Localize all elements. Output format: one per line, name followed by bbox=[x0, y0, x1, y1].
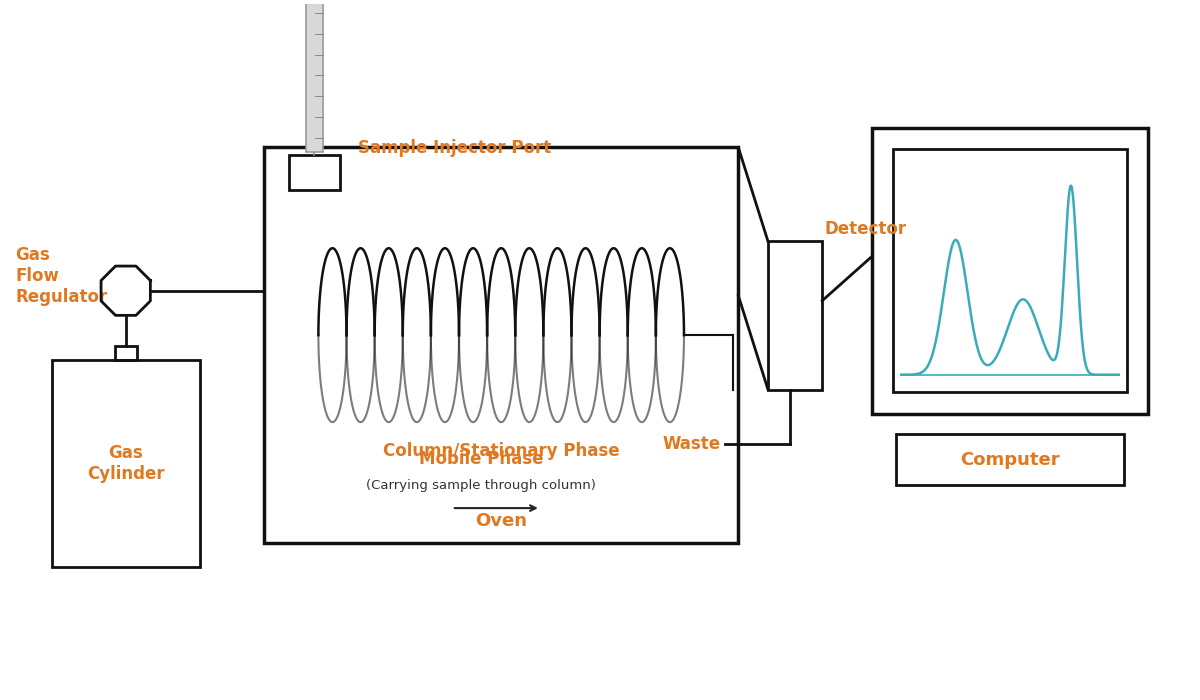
Bar bbox=[306, 0, 323, 153]
Text: Detector: Detector bbox=[824, 220, 907, 239]
Bar bbox=[264, 148, 738, 542]
Text: (Carrying sample through column): (Carrying sample through column) bbox=[366, 479, 596, 492]
Bar bbox=[894, 149, 1127, 393]
Text: Gas
Cylinder: Gas Cylinder bbox=[86, 444, 164, 483]
Text: Computer: Computer bbox=[960, 451, 1060, 469]
Text: Mobile Phase: Mobile Phase bbox=[419, 449, 544, 468]
Polygon shape bbox=[101, 266, 150, 316]
Bar bbox=[768, 241, 822, 389]
Text: Column/Stationary Phase: Column/Stationary Phase bbox=[383, 442, 619, 460]
Bar bbox=[896, 434, 1123, 485]
Text: Sample Injector Port: Sample Injector Port bbox=[358, 139, 551, 157]
Bar bbox=[871, 127, 1148, 414]
Bar bbox=[115, 346, 137, 360]
Bar bbox=[289, 155, 340, 190]
Bar bbox=[52, 360, 200, 568]
Text: Waste: Waste bbox=[662, 435, 720, 453]
Text: Oven: Oven bbox=[475, 512, 527, 530]
Text: Gas
Flow
Regulator: Gas Flow Regulator bbox=[16, 246, 107, 306]
